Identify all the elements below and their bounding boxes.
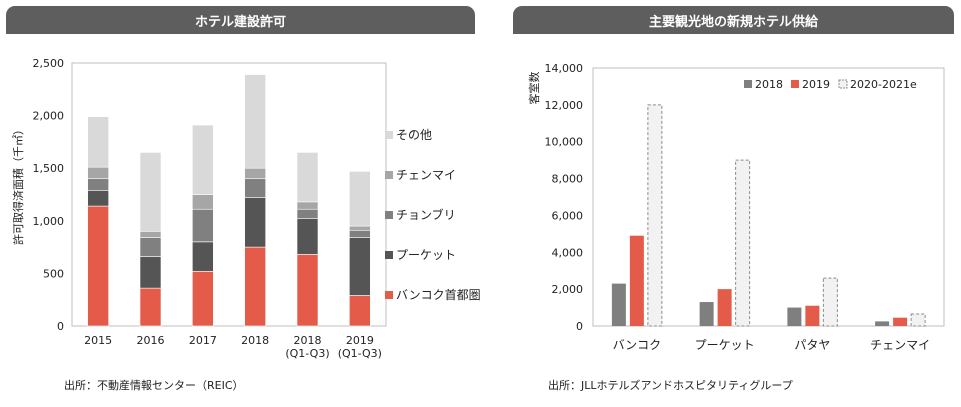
- left-bar-segment: [244, 197, 266, 248]
- left-bar-segment: [192, 208, 214, 243]
- left-legend-swatch: [385, 291, 393, 299]
- right-bar: [735, 159, 751, 327]
- left-x-tick-label: 2018: [241, 334, 269, 347]
- right-bar: [875, 321, 890, 326]
- left-bar-segment: [349, 229, 371, 238]
- left-legend-label: チョンブリ: [396, 207, 456, 222]
- right-bar: [805, 305, 820, 326]
- right-legend-swatch: [791, 80, 799, 88]
- left-x-tick-label: (Q1-Q3): [338, 347, 382, 360]
- left-bar-segment: [244, 178, 266, 198]
- left-x-tick-label: 2015: [84, 334, 112, 347]
- right-grouped-bar-chart: 0 2,000 4,000 6,000 8,000 10,000 12,000 14,000 客…: [527, 62, 945, 352]
- left-chart-title: ホテル建設許可: [6, 6, 475, 34]
- right-x-tick-label: チェンマイ: [870, 338, 930, 352]
- left-bar-segment: [349, 171, 371, 227]
- left-x-tick-label: (Q1-Q3): [285, 347, 329, 360]
- right-x-tick-label: プーケット: [695, 338, 755, 352]
- left-y-tick-label: 0: [57, 320, 64, 333]
- left-y-axis-label: 許可取得済面積（千㎡）: [11, 124, 25, 245]
- right-y-tick-label: 0: [576, 320, 583, 333]
- left-x-tick-label: 2019: [346, 334, 374, 347]
- left-x-tick-label: 2018: [294, 334, 322, 347]
- left-bar-segment: [87, 205, 109, 327]
- right-x-tick-label: パタヤ: [794, 338, 830, 352]
- left-bar-segment: [192, 194, 214, 210]
- right-y-tick-label: 6,000: [552, 209, 584, 222]
- left-bar-segment: [244, 167, 266, 180]
- right-bar: [629, 235, 644, 326]
- left-bar-segment: [87, 178, 109, 191]
- right-plot-frame: [592, 67, 945, 327]
- left-y-tick-label: 500: [43, 267, 64, 280]
- right-bar: [822, 277, 838, 327]
- left-legend-label: バンコク首都圏: [396, 288, 481, 302]
- right-bar: [787, 307, 802, 326]
- left-x-tick-label: 2017: [189, 334, 217, 347]
- right-y-tick-label: 12,000: [545, 99, 584, 112]
- left-bar-segment: [87, 116, 109, 168]
- left-bar-segment: [192, 270, 214, 327]
- right-y-tick-label: 10,000: [545, 136, 584, 149]
- right-legend-label: 2019: [802, 78, 830, 91]
- left-bar-segment: [296, 152, 319, 203]
- left-legend-swatch: [385, 131, 393, 139]
- left-bar-segment: [296, 201, 319, 210]
- right-legend-swatch: [838, 79, 848, 89]
- right-bar: [611, 283, 626, 326]
- left-legend-swatch: [385, 171, 393, 179]
- right-bar: [699, 302, 714, 326]
- left-bar-segment: [139, 287, 162, 327]
- right-bar: [717, 289, 732, 326]
- left-bar-segment: [296, 218, 319, 255]
- right-x-tick-label: バンコク: [613, 338, 662, 352]
- left-y-tick-label: 2,000: [33, 110, 65, 123]
- left-legend-swatch: [385, 251, 393, 259]
- left-bar-segment: [192, 124, 214, 195]
- right-source-note: 出所：JLLホテルズアンドホスピタリティグループ: [548, 379, 793, 392]
- left-plot-frame: [71, 62, 387, 327]
- left-legend-label: その他: [396, 128, 432, 142]
- left-source-note: 出所：不動産情報センター（REIC）: [64, 379, 244, 392]
- left-bar-segment: [244, 246, 266, 327]
- right-chart-title: 主要観光地の新規ホテル供給: [513, 6, 954, 34]
- left-bar-segment: [349, 225, 371, 231]
- left-bar-segment: [87, 189, 109, 207]
- left-y-tick-label: 1,000: [33, 215, 65, 228]
- right-y-tick-label: 8,000: [552, 173, 584, 186]
- left-bar-segment: [296, 254, 319, 327]
- left-bar-segment: [139, 231, 162, 238]
- left-bar-segment: [139, 152, 162, 232]
- left-bar-segment: [87, 166, 109, 180]
- right-bar: [893, 317, 908, 326]
- right-legend-label: 2020-2021e: [850, 78, 917, 91]
- right-legend-swatch: [744, 80, 752, 88]
- right-y-tick-label: 14,000: [545, 62, 584, 75]
- left-bar-segment: [349, 237, 371, 296]
- left-bar-segment: [192, 241, 214, 272]
- left-bar-segment: [349, 295, 371, 327]
- right-legend-label: 2018: [755, 78, 783, 91]
- left-stacked-bar-chart: 0 500 1,000 1,500 2,000 2,500 許可取得済面積（千㎡） 2015 2…: [11, 57, 481, 360]
- left-bar-segment: [296, 208, 319, 219]
- left-bar-segment: [139, 237, 162, 257]
- right-y-tick-label: 4,000: [552, 246, 584, 259]
- left-x-tick-label: 2016: [137, 334, 165, 347]
- left-bar-segment: [244, 74, 266, 169]
- right-bar: [647, 104, 663, 327]
- left-legend-label: プーケット: [396, 248, 456, 262]
- right-bar: [910, 313, 926, 327]
- right-y-tick-label: 2,000: [552, 283, 584, 296]
- left-legend-swatch: [385, 211, 393, 219]
- left-y-tick-label: 2,500: [33, 57, 65, 70]
- left-bar-segment: [139, 256, 162, 289]
- left-legend-label: チェンマイ: [396, 168, 456, 182]
- left-y-tick-label: 1,500: [33, 162, 65, 175]
- right-y-axis-label: 客室数: [527, 72, 541, 105]
